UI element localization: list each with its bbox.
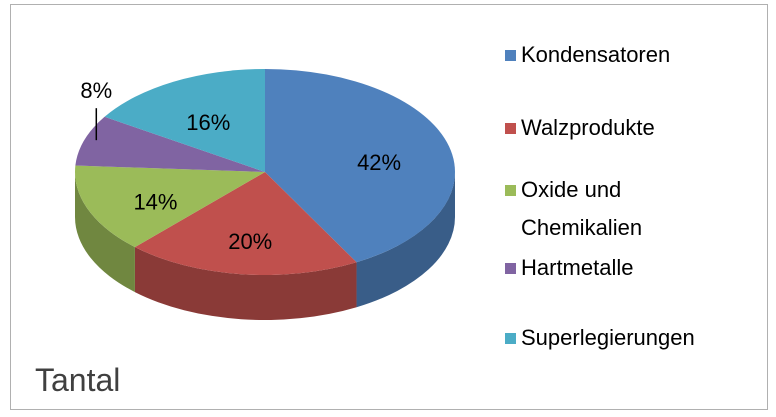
legend-item: Oxide und Chemikalien (505, 171, 695, 247)
data-label: 16% (186, 110, 230, 135)
legend-item: Superlegierungen (505, 319, 755, 357)
data-label: 8% (80, 78, 112, 103)
chart-title: Tantal (35, 362, 121, 398)
legend-item: Hartmetalle (505, 249, 755, 287)
slice (74, 165, 265, 248)
slice (75, 116, 265, 172)
chart-frame (10, 4, 768, 410)
legend-swatch (505, 263, 516, 274)
slice-side (134, 247, 357, 320)
slice-side (356, 172, 455, 308)
legend-label: Walzprodukte (521, 115, 655, 140)
data-label: 14% (133, 189, 177, 214)
slice (104, 69, 265, 172)
legend: Kondensatoren Walzprodukte Oxide und Chemi… (505, 0, 755, 417)
legend-label: Superlegierungen (521, 325, 695, 350)
legend-item: Walzprodukte (505, 109, 755, 147)
slice (134, 172, 357, 275)
legend-swatch (505, 50, 516, 61)
legend-label: Hartmetalle (521, 255, 634, 280)
slice-side (75, 172, 135, 293)
pie-chart: 42% 20% 14% 8% 16% (74, 69, 456, 320)
legend-item: Kondensatoren (505, 36, 755, 74)
data-label: 20% (228, 229, 272, 254)
slice (265, 69, 456, 263)
data-label: 42% (357, 150, 401, 175)
legend-swatch (505, 185, 516, 196)
legend-swatch (505, 333, 516, 344)
legend-label: Oxide und Chemikalien (521, 177, 643, 240)
legend-label: Kondensatoren (521, 42, 671, 67)
legend-swatch (505, 123, 516, 134)
